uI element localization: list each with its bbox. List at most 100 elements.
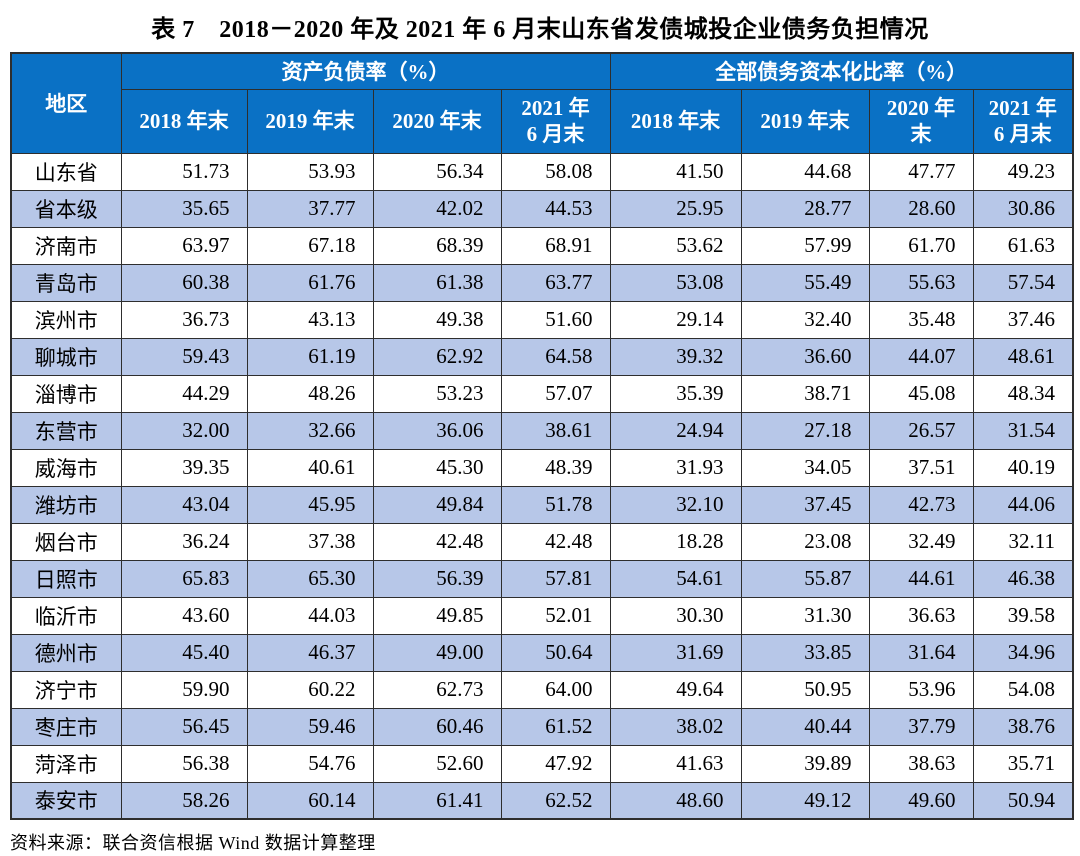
value-cell: 48.60 — [609, 781, 742, 820]
value-cell: 46.38 — [972, 559, 1074, 598]
table-row: 德州市 45.40 46.37 49.00 50.64 31.69 33.85 31.64 34… — [10, 633, 1074, 672]
value-cell: 34.96 — [972, 633, 1074, 672]
value-cell: 42.02 — [372, 189, 502, 228]
value-cell: 32.40 — [740, 300, 870, 339]
value-cell: 64.58 — [500, 337, 611, 376]
value-cell: 51.60 — [500, 300, 611, 339]
table-row: 潍坊市 43.04 45.95 49.84 51.78 32.10 37.45 42.73 44… — [10, 485, 1074, 524]
value-cell: 58.26 — [120, 781, 248, 820]
value-cell: 49.23 — [972, 152, 1074, 191]
value-cell: 52.60 — [372, 744, 502, 783]
region-cell: 枣庄市 — [10, 707, 122, 746]
value-cell: 45.30 — [372, 448, 502, 487]
value-cell: 36.24 — [120, 522, 248, 561]
header-group-row: 地区 资产负债率（%） 全部债务资本化比率（%） — [10, 52, 1074, 154]
value-cell: 45.40 — [120, 633, 248, 672]
table-row: 泰安市 58.26 60.14 61.41 62.52 48.60 49.12 49.60 50… — [10, 781, 1074, 820]
value-cell: 52.01 — [500, 596, 611, 635]
value-cell: 67.18 — [246, 226, 374, 265]
value-cell: 42.48 — [500, 522, 611, 561]
table-row: 青岛市 60.38 61.76 61.38 63.77 53.08 55.49 55.63 57… — [10, 263, 1074, 302]
value-cell: 58.08 — [500, 152, 611, 191]
value-cell: 62.92 — [372, 337, 502, 376]
region-column-header: 地区 — [10, 52, 122, 154]
region-cell: 泰安市 — [10, 781, 122, 820]
region-cell: 东营市 — [10, 411, 122, 450]
value-cell: 28.60 — [868, 189, 974, 228]
value-cell: 37.51 — [868, 448, 974, 487]
value-cell: 53.62 — [609, 226, 742, 265]
value-cell: 35.65 — [120, 189, 248, 228]
table-row: 枣庄市 56.45 59.46 60.46 61.52 38.02 40.44 37.79 38… — [10, 707, 1074, 746]
value-cell: 44.29 — [120, 374, 248, 413]
value-cell: 57.07 — [500, 374, 611, 413]
value-cell: 28.77 — [740, 189, 870, 228]
value-cell: 42.73 — [868, 485, 974, 524]
value-cell: 32.66 — [246, 411, 374, 450]
table-row: 菏泽市 56.38 54.76 52.60 47.92 41.63 39.89 38.63 35… — [10, 744, 1074, 783]
value-cell: 45.95 — [246, 485, 374, 524]
value-cell: 32.11 — [972, 522, 1074, 561]
region-cell: 临沂市 — [10, 596, 122, 635]
value-cell: 61.70 — [868, 226, 974, 265]
table-row: 山东省 51.73 53.93 56.34 58.08 41.50 44.68 47.77 49… — [10, 152, 1074, 191]
value-cell: 37.46 — [972, 300, 1074, 339]
value-cell: 35.48 — [868, 300, 974, 339]
value-cell: 31.30 — [740, 596, 870, 635]
value-cell: 53.23 — [372, 374, 502, 413]
table-row: 淄博市 44.29 48.26 53.23 57.07 35.39 38.71 45.08 48… — [10, 374, 1074, 413]
value-cell: 50.94 — [972, 781, 1074, 820]
value-cell: 36.63 — [868, 596, 974, 635]
value-cell: 55.87 — [740, 559, 870, 598]
value-cell: 37.77 — [246, 189, 374, 228]
value-cell: 64.00 — [500, 670, 611, 709]
value-cell: 40.61 — [246, 448, 374, 487]
value-cell: 65.30 — [246, 559, 374, 598]
value-cell: 39.32 — [609, 337, 742, 376]
value-cell: 50.64 — [500, 633, 611, 672]
table-row: 临沂市 43.60 44.03 49.85 52.01 30.30 31.30 36.63 39… — [10, 596, 1074, 635]
table-title: 表 7 2018－2020 年及 2021 年 6 月末山东省发债城投企业债务负… — [151, 17, 929, 43]
year-header: 2019 年末 — [740, 88, 870, 154]
value-cell: 53.08 — [609, 263, 742, 302]
value-cell: 65.83 — [120, 559, 248, 598]
value-cell: 59.90 — [120, 670, 248, 709]
value-cell: 56.38 — [120, 744, 248, 783]
region-cell: 菏泽市 — [10, 744, 122, 783]
region-cell: 威海市 — [10, 448, 122, 487]
value-cell: 39.58 — [972, 596, 1074, 635]
value-cell: 26.57 — [868, 411, 974, 450]
value-cell: 29.14 — [609, 300, 742, 339]
value-cell: 49.38 — [372, 300, 502, 339]
region-cell: 青岛市 — [10, 263, 122, 302]
value-cell: 49.64 — [609, 670, 742, 709]
value-cell: 55.49 — [740, 263, 870, 302]
value-cell: 51.78 — [500, 485, 611, 524]
value-cell: 57.54 — [972, 263, 1074, 302]
value-cell: 25.95 — [609, 189, 742, 228]
table-row: 聊城市 59.43 61.19 62.92 64.58 39.32 36.60 44.07 48… — [10, 337, 1074, 376]
value-cell: 41.63 — [609, 744, 742, 783]
value-cell: 44.06 — [972, 485, 1074, 524]
value-cell: 35.39 — [609, 374, 742, 413]
value-cell: 53.96 — [868, 670, 974, 709]
value-cell: 56.34 — [372, 152, 502, 191]
value-cell: 59.46 — [246, 707, 374, 746]
value-cell: 61.52 — [500, 707, 611, 746]
value-cell: 42.48 — [372, 522, 502, 561]
value-cell: 39.35 — [120, 448, 248, 487]
year-header: 2018 年末 — [120, 88, 248, 154]
value-cell: 57.81 — [500, 559, 611, 598]
table-row: 济宁市 59.90 60.22 62.73 64.00 49.64 50.95 53.96 54… — [10, 670, 1074, 709]
value-cell: 45.08 — [868, 374, 974, 413]
value-cell: 49.85 — [372, 596, 502, 635]
region-cell: 山东省 — [10, 152, 122, 191]
value-cell: 39.89 — [740, 744, 870, 783]
header-year-row: 2018 年末 2019 年末 2020 年末 2021 年 6 月末 2018… — [11, 88, 1074, 154]
value-cell: 61.76 — [246, 263, 374, 302]
value-cell: 44.61 — [868, 559, 974, 598]
value-cell: 49.60 — [868, 781, 974, 820]
value-cell: 49.84 — [372, 485, 502, 524]
source-note: 资料来源：联合资信根据 Wind 数据计算整理 — [10, 833, 376, 853]
